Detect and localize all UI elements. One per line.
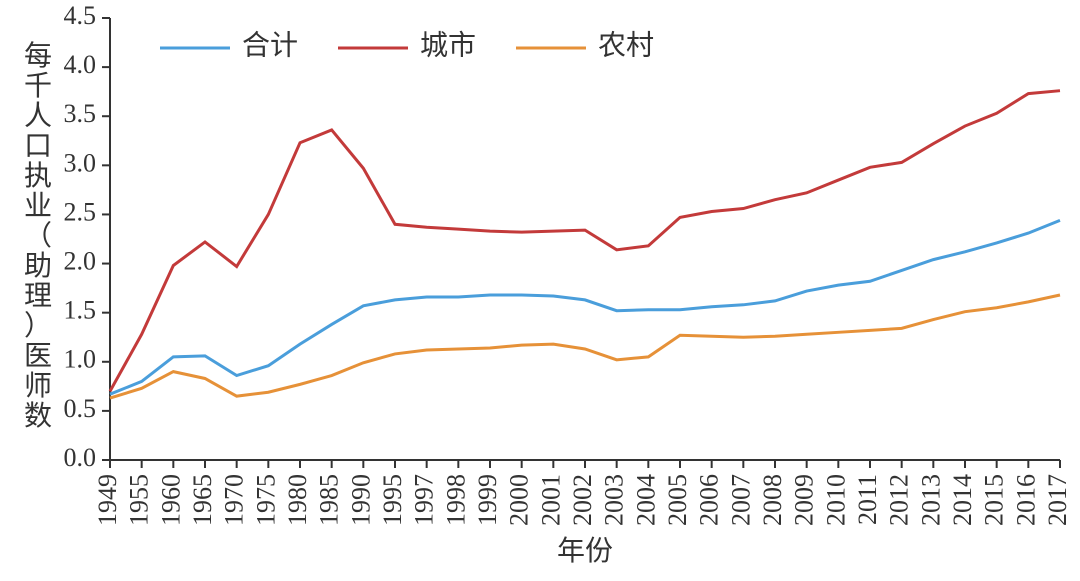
x-tick-label: 2008: [758, 474, 787, 526]
x-tick-label-group: 1999: [473, 474, 502, 526]
legend-label: 农村: [598, 29, 654, 61]
x-tick-label-group: 2017: [1043, 474, 1072, 526]
x-tick-label-group: 2009: [790, 474, 819, 526]
legend-label: 城市: [420, 29, 476, 61]
x-tick-label-group: 2010: [821, 474, 850, 526]
x-tick-label-group: 2005: [663, 474, 692, 526]
x-tick-label: 2012: [885, 474, 914, 526]
y-tick-label: 1.5: [64, 296, 97, 325]
x-tick-label-group: 2000: [505, 474, 534, 526]
x-tick-label: 1999: [473, 474, 502, 526]
x-tick-label: 1965: [188, 474, 217, 526]
x-tick-label: 1955: [125, 474, 154, 526]
y-tick-label: 4.5: [64, 1, 97, 30]
x-tick-label: 2005: [663, 474, 692, 526]
y-tick-label: 2.0: [64, 247, 97, 276]
x-tick-label-group: 2006: [695, 474, 724, 526]
x-tick-label-group: 1985: [315, 474, 344, 526]
x-tick-label-group: 2003: [600, 474, 629, 526]
x-tick-label-group: 1960: [156, 474, 185, 526]
x-tick-label-group: 2011: [853, 474, 882, 525]
y-tick-label: 2.5: [64, 197, 97, 226]
series-城市: [110, 91, 1060, 392]
x-tick-label-group: 1970: [220, 474, 249, 526]
x-tick-label-group: 1998: [441, 474, 470, 526]
x-tick-label: 1997: [410, 474, 439, 526]
y-tick-label: 0.0: [64, 443, 97, 472]
y-tick-label: 3.0: [64, 148, 97, 177]
x-tick-label-group: 2002: [568, 474, 597, 526]
series-农村: [110, 295, 1060, 398]
x-tick-label-group: 1980: [283, 474, 312, 526]
x-tick-label-group: 2008: [758, 474, 787, 526]
x-tick-label: 2003: [600, 474, 629, 526]
x-tick-label-group: 2007: [726, 474, 755, 526]
legend-label: 合计: [242, 29, 298, 61]
x-tick-label-group: 2014: [948, 474, 977, 526]
series-合计: [110, 220, 1060, 394]
x-tick-label: 2015: [980, 474, 1009, 526]
x-tick-label-group: 1995: [378, 474, 407, 526]
x-tick-label: 2001: [536, 474, 565, 526]
x-tick-label-group: 2013: [916, 474, 945, 526]
x-tick-label: 1980: [283, 474, 312, 526]
x-axis-title: 年份: [557, 535, 613, 567]
x-tick-label: 2011: [853, 474, 882, 525]
x-tick-label: 1995: [378, 474, 407, 526]
y-tick-label: 3.5: [64, 99, 97, 128]
x-tick-label-group: 2015: [980, 474, 1009, 526]
y-tick-label: 1.0: [64, 345, 97, 374]
y-tick-label: 0.5: [64, 394, 97, 423]
x-tick-label: 2006: [695, 474, 724, 526]
x-tick-label: 1998: [441, 474, 470, 526]
x-tick-label: 2013: [916, 474, 945, 526]
x-tick-label: 2009: [790, 474, 819, 526]
x-tick-label: 2010: [821, 474, 850, 526]
x-tick-label: 2007: [726, 474, 755, 526]
x-tick-label-group: 2001: [536, 474, 565, 526]
x-tick-label-group: 1990: [346, 474, 375, 526]
x-tick-label-group: 1949: [93, 474, 122, 526]
x-tick-label: 2004: [631, 474, 660, 526]
line-chart: 0.00.51.01.52.02.53.03.54.04.51949195519…: [0, 0, 1080, 581]
x-tick-label: 1960: [156, 474, 185, 526]
x-tick-label: 1970: [220, 474, 249, 526]
x-tick-label-group: 2004: [631, 474, 660, 526]
y-axis-title: 每千人口执业（助理）医师数: [24, 40, 52, 432]
x-tick-label-group: 1955: [125, 474, 154, 526]
x-tick-label-group: 1997: [410, 474, 439, 526]
y-tick-label: 4.0: [64, 50, 97, 79]
x-tick-label: 2016: [1011, 474, 1040, 526]
x-tick-label: 1949: [93, 474, 122, 526]
x-tick-label-group: 1975: [251, 474, 280, 526]
chart-svg: 0.00.51.01.52.02.53.03.54.04.51949195519…: [0, 0, 1080, 581]
x-tick-label: 1990: [346, 474, 375, 526]
x-tick-label: 2014: [948, 474, 977, 526]
x-tick-label: 1985: [315, 474, 344, 526]
x-tick-label-group: 1965: [188, 474, 217, 526]
x-tick-label: 2000: [505, 474, 534, 526]
x-tick-label: 1975: [251, 474, 280, 526]
x-tick-label: 2002: [568, 474, 597, 526]
x-tick-label-group: 2012: [885, 474, 914, 526]
x-tick-label-group: 2016: [1011, 474, 1040, 526]
x-tick-label: 2017: [1043, 474, 1072, 526]
